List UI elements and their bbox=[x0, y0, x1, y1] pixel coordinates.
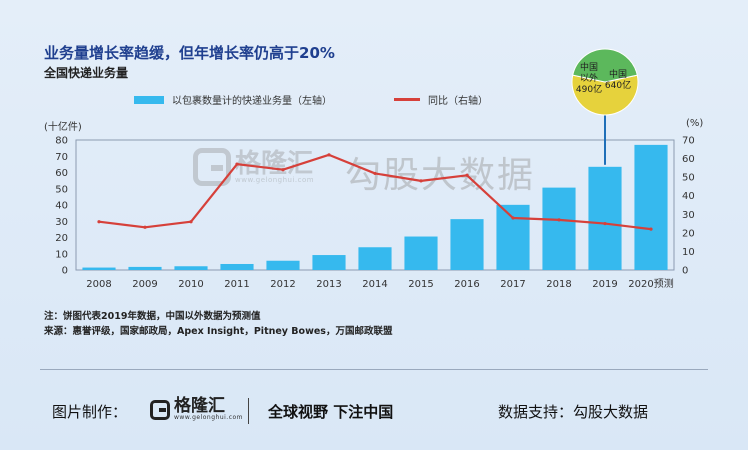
right-tick-label: 0 bbox=[682, 266, 688, 277]
right-tick-label: 20 bbox=[682, 228, 695, 239]
legend-bar-entry: 以包裹数量计的快递业务量（左轴） bbox=[134, 92, 332, 107]
pie-label-china: 中国 bbox=[609, 68, 627, 80]
bar bbox=[220, 263, 254, 270]
footer-made-by: 图片制作： bbox=[52, 403, 128, 421]
x-tick-label: 2016 bbox=[454, 279, 479, 290]
right-tick-label: 50 bbox=[682, 173, 695, 184]
pie-label-outside-china: 中国 bbox=[580, 61, 598, 73]
pie-slice-china bbox=[571, 74, 639, 116]
line-point bbox=[649, 227, 653, 231]
line-point bbox=[603, 221, 607, 226]
footer-data-support: 数据支持：勾股大数据 bbox=[498, 403, 649, 421]
x-tick-label: 2010 bbox=[178, 279, 203, 290]
chart-title: 业务量增长率趋缓，但年增长率仍高于20% bbox=[44, 44, 335, 62]
pie-label-china: 640亿 bbox=[605, 79, 631, 91]
gelonghui-logo-icon bbox=[193, 148, 231, 186]
bar bbox=[82, 267, 116, 270]
bar bbox=[542, 187, 576, 270]
line-point bbox=[557, 218, 561, 222]
footer-logo-cn: 格隆汇 bbox=[174, 396, 225, 416]
bar bbox=[496, 204, 530, 270]
legend-line-swatch bbox=[394, 98, 420, 101]
watermark-logo: 格隆汇 www.gelonghui.com bbox=[193, 148, 314, 186]
chart-subtitle: 全国快递业务量 bbox=[44, 66, 129, 80]
left-tick-label: 30 bbox=[55, 217, 68, 228]
x-tick-label: 2011 bbox=[224, 279, 249, 290]
footer-slogan: 全球视野 下注中国 bbox=[268, 403, 394, 421]
bar bbox=[174, 266, 208, 270]
x-tick-label: 2019 bbox=[592, 279, 617, 290]
pie-slice-outside-china bbox=[572, 48, 638, 83]
footer-logo: 格隆汇 www.gelonghui.com bbox=[150, 398, 243, 421]
left-tick-label: 80 bbox=[55, 136, 68, 147]
bar bbox=[588, 166, 622, 270]
bar bbox=[404, 236, 438, 270]
right-tick-label: 60 bbox=[682, 154, 695, 165]
watermark-text: 勾股大数据 bbox=[345, 155, 536, 196]
bar bbox=[358, 247, 392, 270]
line-point bbox=[511, 216, 515, 220]
legend-bar-label: 以包裹数量计的快递业务量（左轴） bbox=[172, 96, 332, 107]
legend-line-label: 同比（右轴） bbox=[428, 96, 488, 107]
left-tick-label: 60 bbox=[55, 168, 68, 179]
left-tick-label: 20 bbox=[55, 233, 68, 244]
pie-label-outside-china: 以外 bbox=[580, 72, 598, 84]
x-tick-label: 2015 bbox=[408, 279, 433, 290]
chart-note: 注：饼图代表2019年数据，中国以外数据为预测值 bbox=[44, 311, 261, 322]
gelonghui-logo-icon bbox=[150, 399, 170, 420]
watermark-logo-en: www.gelonghui.com bbox=[235, 175, 315, 184]
bar bbox=[128, 266, 162, 270]
pie-label-outside-china: 490亿 bbox=[576, 83, 602, 95]
legend-line-entry: 同比（右轴） bbox=[394, 92, 488, 107]
x-tick-label: 2018 bbox=[546, 279, 571, 290]
x-tick-label: 2009 bbox=[132, 279, 157, 290]
x-tick-label: 2014 bbox=[362, 279, 387, 290]
left-tick-label: 40 bbox=[55, 201, 68, 212]
line-point bbox=[373, 171, 377, 176]
right-tick-label: 40 bbox=[682, 191, 695, 202]
chart-source: 来源：惠誉评级，国家邮政局，Apex Insight，Pitney Bowes，… bbox=[44, 326, 393, 337]
right-axis-unit: (%) bbox=[686, 118, 704, 129]
x-tick-label: 2017 bbox=[500, 279, 525, 290]
x-tick-label: 2012 bbox=[270, 279, 295, 290]
x-tick-label: 2013 bbox=[316, 279, 341, 290]
left-tick-label: 50 bbox=[55, 184, 68, 195]
line-point bbox=[419, 179, 423, 183]
right-tick-label: 30 bbox=[682, 210, 695, 221]
legend-bar-swatch bbox=[134, 95, 164, 104]
line-point bbox=[465, 173, 469, 177]
line-point bbox=[97, 220, 101, 224]
left-axis-unit: (十亿件) bbox=[44, 122, 82, 133]
right-tick-label: 10 bbox=[682, 247, 695, 258]
right-tick-label: 70 bbox=[682, 136, 695, 147]
footer-rule bbox=[40, 369, 708, 370]
line-point bbox=[235, 162, 239, 166]
footer-divider bbox=[248, 398, 249, 424]
line-point bbox=[143, 225, 147, 229]
footer-logo-en: www.gelonghui.com bbox=[174, 414, 244, 421]
left-tick-label: 0 bbox=[62, 266, 68, 277]
bar bbox=[266, 260, 300, 270]
bar bbox=[634, 144, 668, 270]
bar bbox=[312, 255, 346, 270]
line-point bbox=[327, 153, 331, 157]
bar bbox=[450, 219, 484, 270]
left-tick-label: 10 bbox=[55, 249, 68, 260]
line-point bbox=[281, 168, 285, 172]
x-tick-label: 2020预测 bbox=[628, 277, 673, 290]
line-point bbox=[189, 220, 193, 224]
left-tick-label: 70 bbox=[55, 152, 68, 163]
x-tick-label: 2008 bbox=[86, 279, 111, 290]
